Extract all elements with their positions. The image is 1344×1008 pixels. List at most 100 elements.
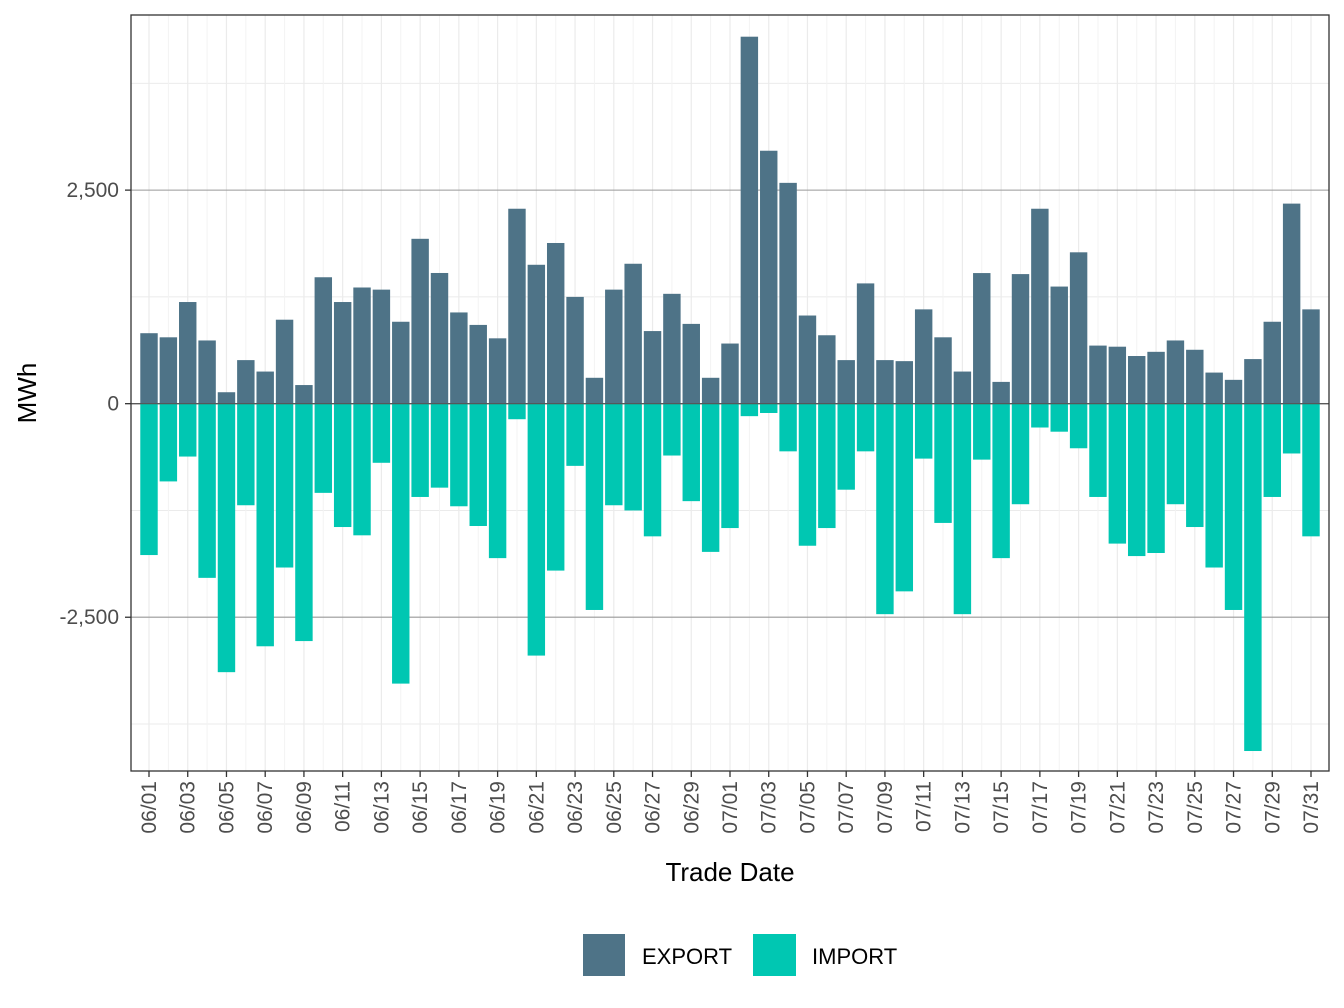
bar-export-06-28 <box>663 293 681 404</box>
x-axis: 06/01 06/03 06/05 06/07 06/09 06/11 06/13 06/15… <box>138 771 1323 834</box>
bar-import-06-27 <box>643 403 662 537</box>
bar-export-07-30 <box>1282 203 1301 404</box>
x-tick-label: 06/09 <box>293 781 316 834</box>
bar-import-07-05 <box>798 403 817 546</box>
bar-export-06-01 <box>140 333 158 404</box>
bar-export-07-23 <box>1147 351 1165 404</box>
y-tick-label: 2,500 <box>66 179 119 202</box>
bar-import-07-06 <box>818 403 836 529</box>
bar-import-06-20 <box>508 403 526 420</box>
bar-export-07-06 <box>818 335 836 404</box>
y-axis: -2,500 0 2,500 <box>59 179 131 629</box>
bar-export-06-05 <box>217 392 236 404</box>
bar-export-07-04 <box>779 182 797 404</box>
x-tick-label: 07/31 <box>1300 781 1323 834</box>
bar-export-07-02 <box>740 36 759 404</box>
x-tick-label: 07/03 <box>758 781 781 834</box>
bar-export-06-18 <box>469 324 487 404</box>
bar-export-07-27 <box>1224 379 1243 404</box>
bar-export-07-07 <box>837 360 855 404</box>
bar-import-07-22 <box>1127 403 1146 557</box>
bar-export-07-01 <box>721 343 739 404</box>
x-tick-label: 06/21 <box>525 781 548 834</box>
bar-export-07-25 <box>1186 349 1204 404</box>
bar-import-07-29 <box>1263 403 1281 497</box>
x-tick-label: 06/25 <box>603 781 626 834</box>
bar-export-06-13 <box>372 289 391 404</box>
legend: EXPORT IMPORT <box>583 934 897 976</box>
bar-export-07-05 <box>798 315 817 404</box>
bar-export-07-09 <box>876 360 894 404</box>
bar-export-06-14 <box>392 321 410 404</box>
bar-import-07-26 <box>1205 403 1223 568</box>
x-tick-label: 07/25 <box>1184 781 1207 834</box>
bar-export-06-02 <box>159 337 178 404</box>
bar-export-06-03 <box>179 302 197 404</box>
bar-import-07-31 <box>1302 403 1320 537</box>
bar-export-06-19 <box>488 338 507 404</box>
bar-export-07-21 <box>1108 346 1127 404</box>
bar-import-06-09 <box>295 403 313 642</box>
bar-export-06-23 <box>566 296 584 404</box>
bar-export-07-31 <box>1302 309 1320 404</box>
bar-export-06-09 <box>295 385 313 404</box>
bar-import-06-12 <box>353 403 371 536</box>
x-tick-label: 07/29 <box>1261 781 1284 834</box>
x-tick-label: 07/07 <box>835 781 858 834</box>
bar-import-06-11 <box>333 403 352 528</box>
bar-export-07-28 <box>1244 359 1262 404</box>
bar-import-06-03 <box>179 403 197 457</box>
x-tick-label: 06/03 <box>177 781 200 834</box>
bar-export-06-12 <box>353 287 371 404</box>
export-bars <box>140 36 1320 404</box>
bar-import-07-03 <box>760 403 778 413</box>
bar-export-07-14 <box>973 273 991 404</box>
bar-import-07-16 <box>1011 403 1030 505</box>
bar-export-07-15 <box>992 381 1010 404</box>
bar-import-06-04 <box>198 403 216 578</box>
bar-import-06-22 <box>546 403 565 571</box>
bar-import-07-28 <box>1244 403 1262 752</box>
x-tick-label: 07/15 <box>990 781 1013 834</box>
bar-export-07-29 <box>1263 321 1281 404</box>
x-tick-label: 06/11 <box>332 781 355 832</box>
bar-import-06-13 <box>372 403 391 463</box>
bar-import-07-20 <box>1089 403 1107 497</box>
bar-import-06-26 <box>624 403 642 511</box>
x-tick-label: 06/13 <box>370 781 393 834</box>
bar-export-07-13 <box>953 371 972 404</box>
bar-import-06-17 <box>450 403 468 507</box>
bar-export-06-17 <box>450 312 468 404</box>
bar-export-06-15 <box>411 238 429 404</box>
bar-import-07-12 <box>934 403 952 523</box>
bar-import-06-08 <box>275 403 294 568</box>
x-tick-label: 06/23 <box>564 781 587 834</box>
bar-export-07-26 <box>1205 372 1223 404</box>
x-tick-label: 07/21 <box>1106 781 1129 834</box>
bar-import-06-29 <box>682 403 700 502</box>
x-tick-label: 06/15 <box>409 781 432 834</box>
bar-export-06-08 <box>275 319 294 404</box>
bar-export-07-17 <box>1031 208 1049 404</box>
bar-export-07-22 <box>1127 356 1146 404</box>
bar-export-07-08 <box>856 283 875 404</box>
bar-export-07-16 <box>1011 274 1030 404</box>
bar-export-06-22 <box>546 242 565 404</box>
bar-import-07-13 <box>953 403 972 615</box>
bar-export-06-07 <box>256 371 274 404</box>
bar-import-06-23 <box>566 403 584 466</box>
bar-import-07-21 <box>1108 403 1127 544</box>
bar-import-06-07 <box>256 403 274 647</box>
bar-import-06-24 <box>585 403 604 610</box>
bar-export-06-25 <box>605 289 623 404</box>
bar-import-07-30 <box>1282 403 1301 454</box>
bar-import-06-19 <box>488 403 507 559</box>
x-tick-label: 06/17 <box>448 781 471 834</box>
y-tick-label: 0 <box>107 393 119 416</box>
x-tick-label: 07/13 <box>951 781 974 834</box>
bar-import-06-16 <box>430 403 449 488</box>
import-bars <box>131 403 1329 752</box>
bar-import-06-21 <box>527 403 546 656</box>
x-tick-label: 07/27 <box>1223 781 1246 834</box>
